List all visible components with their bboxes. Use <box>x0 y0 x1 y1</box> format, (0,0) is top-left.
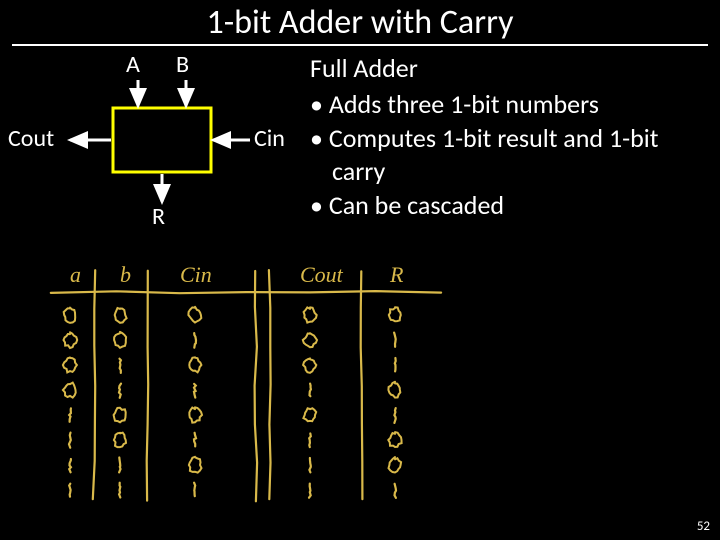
bullet-heading: Full Adder <box>310 52 710 86</box>
bullet-block: Full Adder Adds three 1-bit numbers Comp… <box>310 52 710 223</box>
bullet-item: Adds three 1-bit numbers <box>310 88 710 122</box>
bullet-item: Computes 1-bit result and 1-bit carry <box>310 122 710 190</box>
label-cout: Cout <box>8 124 54 153</box>
adder-diagram: A B Cin Cout R <box>0 50 310 250</box>
label-b: B <box>176 50 189 79</box>
truth-table: a b Cin Cout R <box>40 260 460 505</box>
bullet-list: Adds three 1-bit numbers Computes 1-bit … <box>310 88 710 223</box>
svg-text:Cout: Cout <box>300 262 344 287</box>
title-underline <box>12 44 708 46</box>
bullet-item: Can be cascaded <box>310 189 710 223</box>
svg-text:b: b <box>120 262 131 287</box>
page-number: 52 <box>697 519 710 534</box>
label-cin: Cin <box>254 124 285 153</box>
label-a: A <box>126 50 140 79</box>
svg-text:Cin: Cin <box>180 262 212 287</box>
svg-text:R: R <box>389 262 404 287</box>
truth-table-svg: a b Cin Cout R <box>40 260 460 510</box>
slide-title: 1-bit Adder with Carry <box>0 2 720 43</box>
adder-box <box>113 108 211 172</box>
svg-text:a: a <box>70 262 81 287</box>
label-r: R <box>152 202 165 231</box>
